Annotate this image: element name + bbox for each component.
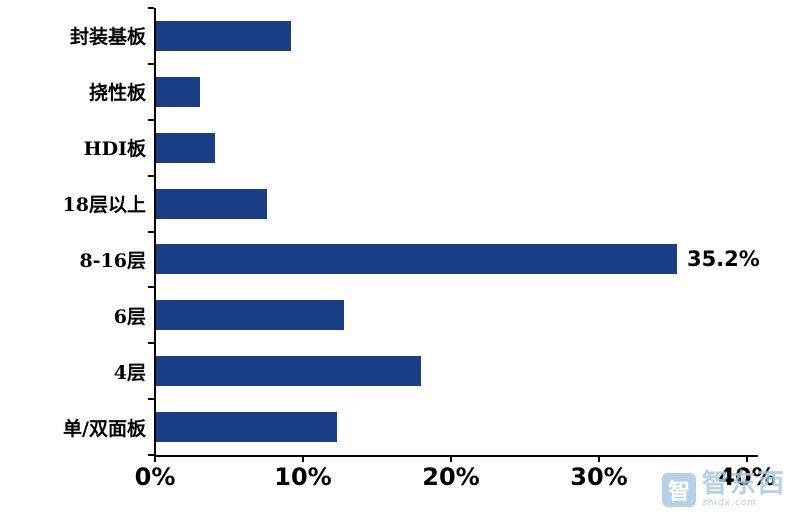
bar-track [156, 287, 756, 343]
bar [156, 300, 344, 331]
bar-track [156, 120, 756, 176]
y-tick-mark [148, 454, 154, 456]
y-tick-mark [148, 286, 154, 289]
bar-row: 封装基板 [0, 8, 760, 64]
watermark-subtext: zhidx.com [701, 498, 758, 508]
bar-row: 6层 [0, 287, 760, 343]
bar-row: 8-16层 35.2% [0, 232, 760, 288]
category-label: 挠性板 [88, 82, 146, 105]
bar [156, 188, 267, 219]
bar-row: 挠性板 [0, 64, 760, 120]
x-tick-label: 10% [274, 463, 332, 491]
x-tick-mark [302, 457, 304, 462]
watermark-text: 智东西 [701, 469, 786, 499]
y-tick-mark [148, 342, 154, 345]
bar-rows: 封装基板挠性板 HDI板 18层以上 8-16层 35.2% 6层 4层单/双面板 [0, 8, 760, 455]
x-tick-mark [154, 457, 156, 462]
bar [156, 356, 421, 387]
bar-track [156, 64, 756, 120]
x-tick-mark [746, 457, 748, 462]
y-tick-mark [148, 7, 154, 9]
watermark: 智 智东西 zhidx.com [661, 469, 786, 508]
bar-track [156, 399, 756, 455]
bar-row: 18层以上 [0, 176, 760, 232]
bar-track [156, 176, 756, 232]
bar-track [156, 8, 756, 64]
category-label: HDI板 [83, 138, 146, 161]
bar [156, 412, 337, 443]
y-tick-mark [148, 174, 154, 177]
bar-track [156, 343, 756, 399]
x-tick-label: 40% [718, 463, 776, 491]
bar-row: 单/双面板 [0, 399, 760, 455]
bar [156, 132, 216, 163]
y-axis-line [154, 8, 156, 457]
watermark-logo-icon: 智 [661, 472, 696, 507]
category-label: 18层以上 [62, 194, 146, 217]
y-tick-mark [148, 398, 154, 401]
bar-row: HDI板 [0, 120, 760, 176]
y-tick-mark [148, 118, 154, 121]
bar [156, 76, 201, 107]
x-tick-label: 20% [422, 463, 480, 491]
category-label: 封装基板 [69, 26, 146, 49]
x-tick-mark [598, 457, 600, 462]
x-tick-mark [450, 457, 452, 462]
data-label: 35.2% [686, 247, 760, 272]
category-label: 4层 [113, 361, 146, 384]
bar-track: 35.2% [156, 232, 760, 288]
y-tick-mark [148, 230, 154, 233]
y-tick-mark [148, 62, 154, 65]
bar-row: 4层 [0, 343, 760, 399]
category-label: 6层 [113, 305, 146, 328]
x-tick-label: 30% [570, 463, 628, 491]
category-label: 单/双面板 [63, 417, 146, 440]
x-tick-label: 0% [134, 463, 176, 491]
x-axis-line [154, 455, 758, 457]
category-label: 8-16层 [79, 249, 146, 272]
bar [156, 244, 677, 275]
bar [156, 20, 291, 51]
